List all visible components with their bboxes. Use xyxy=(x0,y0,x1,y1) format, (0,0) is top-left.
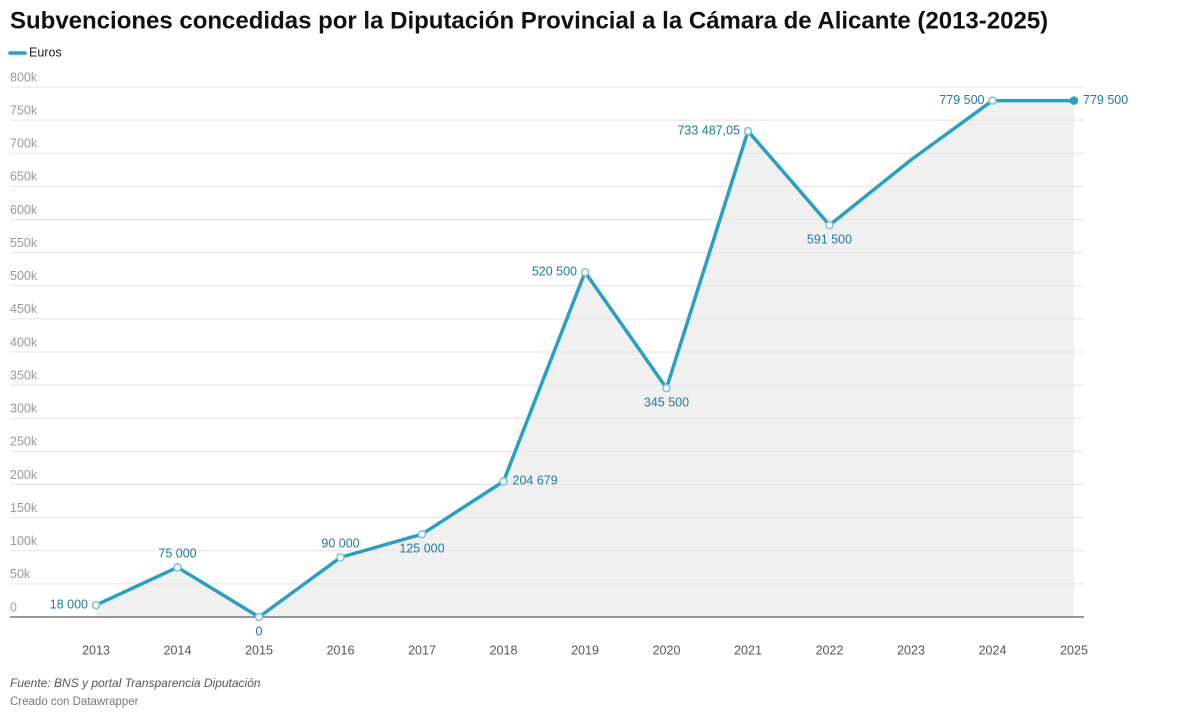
point xyxy=(1069,96,1079,105)
point xyxy=(580,267,590,277)
y-tick-label: 50k xyxy=(10,567,31,581)
y-tick-label: 800k xyxy=(10,70,38,84)
x-tick-label: 2013 xyxy=(82,643,110,657)
x-tick-label: 2017 xyxy=(408,643,436,657)
value-label: 520 500 xyxy=(532,264,577,278)
source: Fuente: BNS y portal Transparencia Diput… xyxy=(10,676,261,690)
legend-label: Euros xyxy=(29,45,62,59)
point xyxy=(662,383,671,393)
credit: Creado con Datawrapper xyxy=(10,696,139,708)
value-label: 591 500 xyxy=(807,232,852,246)
x-tick-label: 2016 xyxy=(327,643,355,657)
point xyxy=(417,529,427,539)
value-label: 204 679 xyxy=(513,474,558,488)
point xyxy=(743,126,753,136)
point xyxy=(499,477,508,486)
x-tick-label: 2023 xyxy=(897,643,925,657)
y-tick-label: 550k xyxy=(10,236,38,250)
x-tick-label: 2022 xyxy=(816,643,844,657)
point xyxy=(825,220,834,230)
y-tick-label: 600k xyxy=(10,203,38,217)
y-tick-label: 700k xyxy=(10,137,38,151)
y-tick-label: 150k xyxy=(10,501,38,515)
y-tick-label: 0 xyxy=(10,600,17,614)
value-label: 18 000 xyxy=(50,597,88,611)
point xyxy=(173,563,182,572)
x-tick-label: 2015 xyxy=(245,643,273,657)
y-tick-label: 250k xyxy=(10,435,38,449)
y-tick-label: 500k xyxy=(10,269,38,283)
value-label: 125 000 xyxy=(399,541,444,555)
y-tick-label: 650k xyxy=(10,170,38,184)
y-tick-label: 200k xyxy=(10,468,38,482)
value-label: 733 487,05 xyxy=(677,123,740,137)
point xyxy=(988,96,997,105)
value-label: 779 500 xyxy=(1083,93,1128,107)
y-tick-label: 400k xyxy=(10,335,38,349)
chart-title: Subvenciones concedidas por la Diputació… xyxy=(10,7,1048,34)
value-label: 779 500 xyxy=(939,93,984,107)
x-tick-label: 2025 xyxy=(1060,643,1088,657)
y-tick-label: 100k xyxy=(10,534,38,548)
value-label: 75 000 xyxy=(158,547,196,561)
area xyxy=(96,100,1074,618)
y-tick-label: 300k xyxy=(10,402,38,416)
y-tick-label: 350k xyxy=(10,368,38,382)
value-label: 345 500 xyxy=(644,395,689,409)
x-tick-label: 2024 xyxy=(979,643,1007,657)
point xyxy=(336,553,345,562)
x-tick-label: 2020 xyxy=(653,643,681,657)
x-tick-label: 2019 xyxy=(571,643,599,657)
value-label: 90 000 xyxy=(321,537,359,551)
value-label: 0 xyxy=(256,624,263,638)
x-tick-label: 2018 xyxy=(490,643,518,657)
point xyxy=(91,600,101,610)
x-tick-label: 2014 xyxy=(164,643,192,657)
point xyxy=(254,612,264,622)
y-tick-label: 750k xyxy=(10,103,38,117)
y-tick-label: 450k xyxy=(10,302,38,316)
x-tick-label: 2021 xyxy=(734,643,762,657)
